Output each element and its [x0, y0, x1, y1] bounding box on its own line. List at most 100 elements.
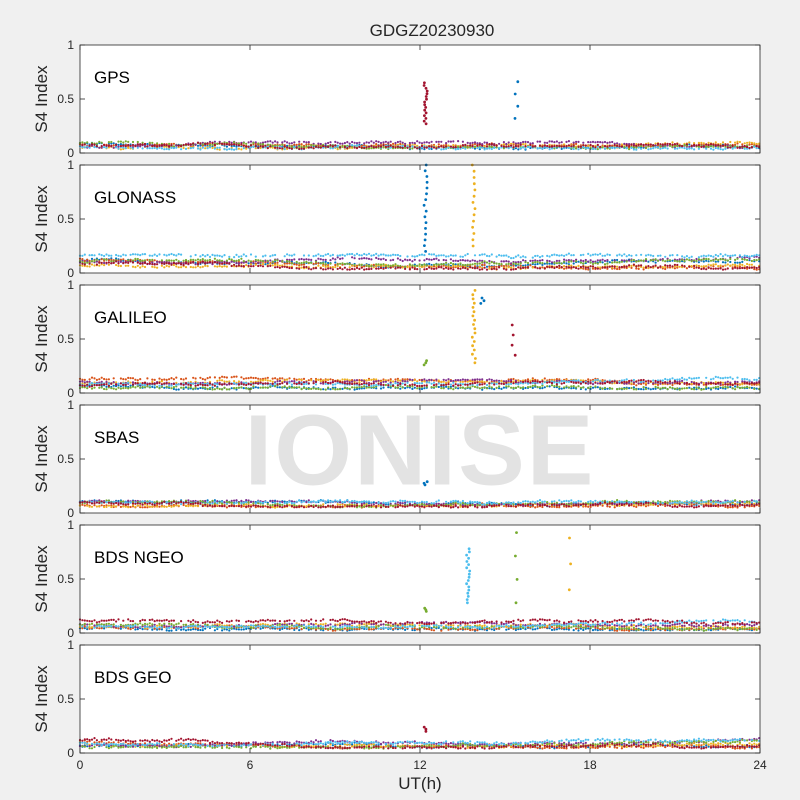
data-point	[553, 141, 556, 144]
data-point	[748, 266, 751, 270]
data-point	[500, 263, 503, 266]
data-point	[717, 385, 720, 388]
data-point	[473, 141, 477, 144]
data-point	[156, 382, 159, 385]
data-point	[110, 254, 113, 257]
data-point	[416, 387, 419, 390]
data-point	[437, 266, 440, 269]
data-point	[196, 258, 200, 261]
data-point	[620, 265, 624, 269]
data-point	[625, 143, 628, 147]
data-point	[664, 255, 667, 258]
data-point	[278, 377, 281, 380]
data-point	[603, 386, 607, 389]
data-point	[286, 141, 289, 144]
data-point	[83, 253, 86, 256]
data-point	[290, 266, 293, 270]
data-point	[750, 259, 754, 263]
data-point	[697, 147, 701, 150]
data-point	[249, 380, 253, 383]
data-point	[572, 266, 575, 269]
data-point	[245, 260, 248, 263]
data-point	[734, 141, 737, 144]
data-point	[165, 262, 168, 265]
data-point	[175, 254, 178, 257]
data-point	[266, 259, 269, 262]
data-point	[603, 145, 607, 148]
data-point	[731, 377, 734, 380]
data-point	[644, 259, 648, 263]
data-point	[437, 140, 440, 143]
data-point	[194, 143, 197, 146]
data-point	[565, 145, 568, 148]
data-point	[406, 255, 409, 258]
data-point	[189, 261, 192, 264]
data-point	[153, 259, 156, 262]
data-point	[365, 141, 368, 144]
data-point	[312, 262, 315, 265]
data-point	[457, 387, 460, 390]
data-point	[329, 144, 332, 147]
data-point	[249, 253, 253, 256]
data-point	[339, 142, 342, 145]
data-point	[514, 386, 518, 389]
data-point	[529, 385, 532, 388]
data-point	[541, 255, 544, 258]
data-point	[481, 383, 484, 386]
data-point	[502, 267, 505, 270]
data-point	[630, 266, 633, 269]
data-point	[705, 265, 708, 268]
data-point	[546, 261, 549, 264]
data-point	[283, 255, 286, 258]
data-point	[664, 143, 667, 146]
data-point	[353, 141, 356, 144]
data-point	[305, 145, 308, 148]
data-point	[584, 147, 587, 150]
data-point	[731, 254, 734, 257]
data-point	[473, 265, 477, 268]
data-point	[124, 261, 127, 264]
data-point	[449, 140, 452, 143]
data-point	[625, 381, 628, 384]
data-point	[387, 384, 390, 387]
data-point	[582, 267, 585, 270]
data-point	[721, 265, 725, 268]
data-point	[363, 268, 366, 271]
data-point	[726, 146, 729, 149]
data-point	[396, 384, 399, 387]
data-point	[721, 381, 725, 384]
data-point	[211, 253, 214, 256]
data-point	[177, 262, 180, 265]
data-point	[563, 143, 566, 146]
data-point	[365, 379, 368, 382]
data-point	[254, 141, 257, 144]
data-point	[365, 253, 368, 256]
data-point	[567, 386, 571, 389]
data-point	[591, 147, 595, 150]
data-point	[213, 254, 216, 257]
data-point	[341, 378, 344, 381]
data-point	[360, 263, 363, 266]
data-point	[81, 146, 84, 149]
data-point	[307, 267, 310, 270]
data-point	[717, 376, 720, 379]
data-point	[117, 262, 120, 265]
data-point	[502, 254, 505, 257]
data-point	[317, 142, 320, 145]
data-point	[437, 385, 440, 389]
data-point	[136, 140, 139, 144]
data-point	[230, 376, 233, 379]
data-point	[208, 146, 212, 149]
data-point	[714, 263, 717, 266]
data-point	[348, 387, 351, 390]
data-point	[644, 258, 648, 261]
data-point	[587, 386, 590, 390]
data-point	[493, 379, 496, 382]
data-point	[204, 384, 207, 387]
data-point	[115, 260, 118, 263]
data-point	[235, 143, 238, 146]
data-point	[131, 261, 135, 264]
data-point	[129, 260, 132, 263]
data-point	[189, 255, 192, 258]
data-point	[334, 383, 337, 386]
